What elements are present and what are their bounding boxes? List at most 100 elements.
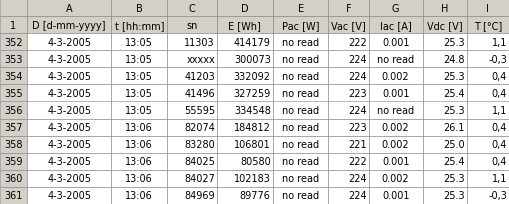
Text: 106801: 106801 xyxy=(234,140,271,150)
Text: 0,4: 0,4 xyxy=(492,140,507,150)
Text: 25.3: 25.3 xyxy=(443,38,465,48)
Bar xyxy=(111,102,167,119)
Text: 4-3-2005: 4-3-2005 xyxy=(47,140,91,150)
Text: D [d-mm-yyyy]: D [d-mm-yyyy] xyxy=(33,21,106,30)
Bar xyxy=(27,102,111,119)
Bar xyxy=(27,119,111,136)
Text: 13:06: 13:06 xyxy=(125,140,153,150)
Bar xyxy=(0,119,27,136)
Bar xyxy=(27,17,111,34)
Bar xyxy=(167,119,217,136)
Bar xyxy=(467,68,509,85)
Text: 300073: 300073 xyxy=(234,54,271,64)
Text: 4-3-2005: 4-3-2005 xyxy=(47,89,91,99)
Text: 184812: 184812 xyxy=(234,123,271,132)
Bar xyxy=(328,102,369,119)
Bar xyxy=(422,34,467,51)
Bar xyxy=(467,153,509,170)
Bar xyxy=(111,85,167,102)
Bar xyxy=(111,17,167,34)
Text: no read: no read xyxy=(282,105,319,115)
Text: 0.001: 0.001 xyxy=(382,89,409,99)
Text: 11303: 11303 xyxy=(184,38,215,48)
Text: 13:06: 13:06 xyxy=(125,156,153,166)
Text: 221: 221 xyxy=(348,140,367,150)
Text: no read: no read xyxy=(282,72,319,81)
Text: 224: 224 xyxy=(348,54,367,64)
Bar xyxy=(167,34,217,51)
Bar xyxy=(27,85,111,102)
Text: 25.4: 25.4 xyxy=(443,89,465,99)
Text: D: D xyxy=(241,3,249,13)
Text: no read: no read xyxy=(282,54,319,64)
Text: 13:06: 13:06 xyxy=(125,174,153,183)
Bar xyxy=(422,119,467,136)
Text: 224: 224 xyxy=(348,72,367,81)
Bar xyxy=(467,34,509,51)
Text: 84969: 84969 xyxy=(184,191,215,201)
Bar xyxy=(422,17,467,34)
Text: no read: no read xyxy=(377,105,414,115)
Bar xyxy=(167,136,217,153)
Bar xyxy=(369,68,422,85)
Text: 25.3: 25.3 xyxy=(443,191,465,201)
Text: 13:05: 13:05 xyxy=(125,72,153,81)
Text: 102183: 102183 xyxy=(234,174,271,183)
Bar xyxy=(273,68,328,85)
Bar xyxy=(328,51,369,68)
Text: 25.3: 25.3 xyxy=(443,105,465,115)
Bar xyxy=(369,17,422,34)
Text: 0,4: 0,4 xyxy=(492,156,507,166)
Text: E [Wh]: E [Wh] xyxy=(229,21,261,30)
Bar xyxy=(422,102,467,119)
Bar xyxy=(273,119,328,136)
Text: 83280: 83280 xyxy=(184,140,215,150)
Bar xyxy=(369,136,422,153)
Bar xyxy=(167,0,217,17)
Text: Pac [W]: Pac [W] xyxy=(282,21,319,30)
Text: 84027: 84027 xyxy=(184,174,215,183)
Text: 25.3: 25.3 xyxy=(443,174,465,183)
Bar xyxy=(273,153,328,170)
Text: 0,4: 0,4 xyxy=(492,123,507,132)
Text: 13:06: 13:06 xyxy=(125,123,153,132)
Text: 0.001: 0.001 xyxy=(382,156,409,166)
Bar xyxy=(0,51,27,68)
Text: 80580: 80580 xyxy=(240,156,271,166)
Bar xyxy=(328,34,369,51)
Text: 84025: 84025 xyxy=(184,156,215,166)
Text: no read: no read xyxy=(282,156,319,166)
Text: 223: 223 xyxy=(348,89,367,99)
Text: 4-3-2005: 4-3-2005 xyxy=(47,174,91,183)
Text: -0,3: -0,3 xyxy=(488,54,507,64)
Bar xyxy=(467,85,509,102)
Text: 361: 361 xyxy=(4,191,22,201)
Text: 222: 222 xyxy=(348,156,367,166)
Bar xyxy=(273,51,328,68)
Text: 0.002: 0.002 xyxy=(382,72,409,81)
Bar xyxy=(27,68,111,85)
Bar xyxy=(167,85,217,102)
Bar xyxy=(217,0,273,17)
Bar xyxy=(217,102,273,119)
Bar xyxy=(369,34,422,51)
Bar xyxy=(0,170,27,187)
Bar xyxy=(273,187,328,204)
Text: 0.001: 0.001 xyxy=(382,38,409,48)
Bar xyxy=(167,102,217,119)
Bar xyxy=(217,153,273,170)
Bar xyxy=(369,187,422,204)
Bar xyxy=(273,170,328,187)
Bar xyxy=(217,119,273,136)
Bar xyxy=(27,153,111,170)
Bar xyxy=(167,68,217,85)
Bar xyxy=(467,136,509,153)
Text: 25.0: 25.0 xyxy=(443,140,465,150)
Bar xyxy=(328,119,369,136)
Bar xyxy=(167,51,217,68)
Text: no read: no read xyxy=(282,123,319,132)
Bar xyxy=(27,136,111,153)
Text: 223: 223 xyxy=(348,123,367,132)
Text: no read: no read xyxy=(282,140,319,150)
Bar xyxy=(0,85,27,102)
